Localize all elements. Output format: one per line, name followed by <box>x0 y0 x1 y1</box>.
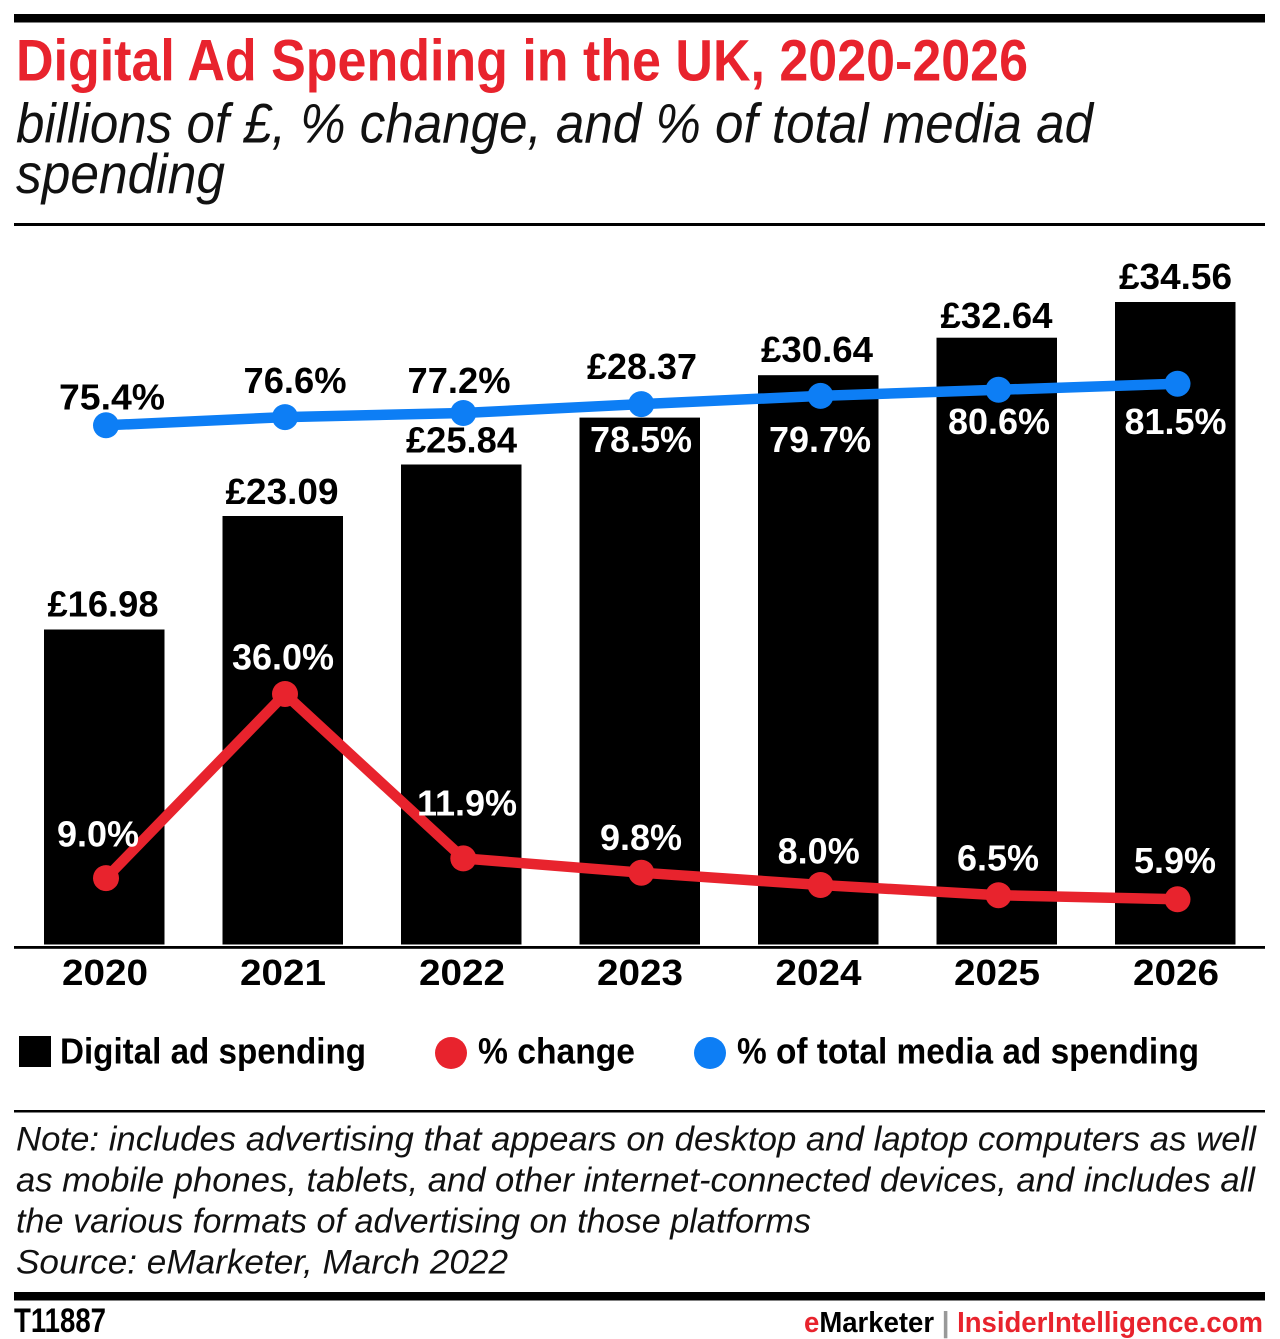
svg-text:£30.64: £30.64 <box>761 329 873 370</box>
svg-text:2025: 2025 <box>954 952 1040 993</box>
svg-text:2022: 2022 <box>419 952 505 993</box>
svg-text:2026: 2026 <box>1133 952 1219 993</box>
svg-text:75.4%: 75.4% <box>59 377 165 418</box>
svg-text:79.7%: 79.7% <box>769 419 871 460</box>
svg-text:T11887: T11887 <box>14 1302 106 1339</box>
svg-text:Digital Ad Spending in the UK,: Digital Ad Spending in the UK, 2020-2026 <box>16 29 1028 94</box>
svg-text:£32.64: £32.64 <box>941 295 1053 336</box>
svg-text:£23.09: £23.09 <box>226 471 339 512</box>
svg-text:£25.84: £25.84 <box>406 420 517 461</box>
svg-text:36.0%: 36.0% <box>232 636 334 677</box>
svg-text:2020: 2020 <box>62 952 148 993</box>
svg-text:9.8%: 9.8% <box>600 817 682 858</box>
svg-text:78.5%: 78.5% <box>590 419 692 460</box>
svg-text:77.2%: 77.2% <box>408 360 511 401</box>
svg-text:80.6%: 80.6% <box>948 401 1050 442</box>
svg-text:as mobile phones, tablets, and: as mobile phones, tablets, and other int… <box>16 1162 1256 1200</box>
svg-text:Source: eMarketer, March 2022: Source: eMarketer, March 2022 <box>16 1244 508 1282</box>
svg-text:£28.37: £28.37 <box>587 346 697 387</box>
svg-text:spending: spending <box>16 142 225 205</box>
svg-text:2021: 2021 <box>240 952 326 993</box>
svg-text:5.9%: 5.9% <box>1134 840 1216 881</box>
svg-text:6.5%: 6.5% <box>957 838 1039 879</box>
svg-text:8.0%: 8.0% <box>778 831 860 872</box>
svg-text:2023: 2023 <box>597 952 683 993</box>
svg-text:Note: includes advertising tha: Note: includes advertising that appears … <box>16 1121 1257 1159</box>
svg-text:% change: % change <box>478 1031 635 1072</box>
svg-text:£34.56: £34.56 <box>1119 256 1232 297</box>
svg-text:Digital ad spending: Digital ad spending <box>60 1031 366 1072</box>
svg-text:the various formats of adverti: the various formats of advertising on th… <box>16 1203 811 1241</box>
svg-text:9.0%: 9.0% <box>57 814 139 855</box>
svg-text:billions of £, % change, and %: billions of £, % change, and % of total … <box>16 92 1095 155</box>
svg-text:11.9%: 11.9% <box>417 783 517 824</box>
svg-text:£16.98: £16.98 <box>48 584 159 625</box>
svg-text:eMarketer | InsiderIntelligenc: eMarketer | InsiderIntelligence.com <box>804 1307 1263 1339</box>
svg-text:2024: 2024 <box>776 952 862 993</box>
svg-text:% of total media ad spending: % of total media ad spending <box>737 1031 1199 1072</box>
svg-text:76.6%: 76.6% <box>244 360 347 401</box>
svg-text:81.5%: 81.5% <box>1124 401 1226 442</box>
